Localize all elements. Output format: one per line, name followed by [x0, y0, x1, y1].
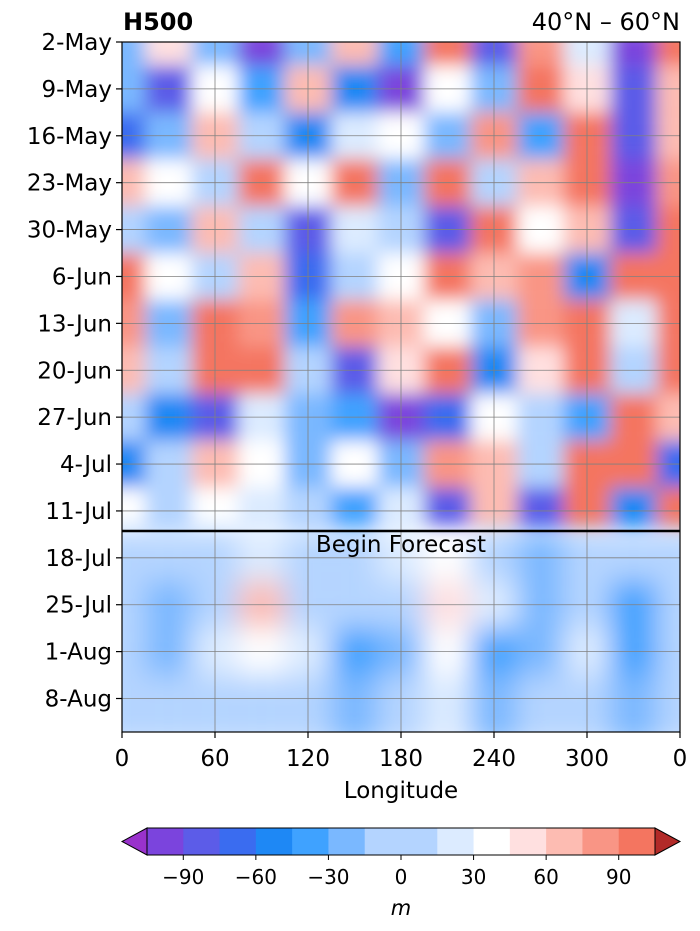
anomaly-cell: [145, 675, 192, 732]
anomaly-cell: [238, 42, 285, 66]
y-tick-label: 1-Aug: [45, 640, 112, 666]
y-tick-label: 2-May: [42, 30, 112, 56]
colorbar-segment: [364, 828, 438, 855]
colorbar-segment: [292, 828, 329, 855]
anomaly-cell: [424, 42, 471, 66]
anomaly-cell: [122, 675, 146, 732]
y-tick-label: 23-May: [27, 171, 112, 197]
y-axis: 2-May 9-May 16-May 23-May 30-May 6-Jun 13-Jun 2…: [27, 30, 122, 713]
x-tick-label: 120: [286, 746, 330, 772]
x-axis-label: Longitude: [344, 778, 458, 804]
anomaly-cell: [238, 487, 285, 532]
y-tick-label: 9-May: [42, 77, 112, 103]
anomaly-cell: [145, 487, 192, 532]
x-tick-label: 0: [115, 746, 130, 772]
colorbar-label: m: [391, 896, 411, 920]
anomaly-cell: [238, 531, 285, 582]
x-tick-label: 180: [379, 746, 423, 772]
y-tick-label: 30-May: [27, 218, 112, 244]
colorbar-segment: [219, 828, 257, 855]
y-tick-label: 13-Jun: [37, 311, 112, 337]
colorbar-segment: [582, 828, 620, 855]
forecast-annotation: Begin Forecast: [316, 532, 486, 558]
chart-title-right: 40°N – 60°N: [531, 8, 680, 36]
anomaly-cell: [656, 487, 680, 532]
colorbar-segment: [473, 828, 511, 855]
y-tick-label: 4-Jul: [60, 452, 112, 478]
colorbar-segment: [147, 828, 184, 855]
x-tick-label: 300: [565, 746, 609, 772]
colorbar-extend-min: [120, 827, 148, 856]
anomaly-cell: [517, 487, 564, 532]
y-tick-label: 27-Jun: [37, 405, 112, 431]
y-tick-label: 18-Jul: [45, 546, 112, 572]
anomaly-cell: [122, 531, 146, 582]
x-axis: 0 60 120 180 240 300 0: [115, 732, 688, 772]
x-tick-label: 0: [673, 746, 688, 772]
anomaly-cell: [331, 675, 378, 732]
y-tick-label: 25-Jul: [45, 593, 112, 619]
colorbar-segment: [328, 828, 366, 855]
anomaly-cell: [122, 42, 146, 66]
anomaly-cell: [610, 531, 657, 582]
colorbar: −90 −60 −30 0 30 60 90: [120, 827, 682, 889]
anomaly-cell: [424, 487, 471, 532]
y-tick-label: 16-May: [27, 124, 112, 150]
anomaly-cell: [656, 675, 680, 732]
anomaly-cell: [331, 531, 378, 582]
colorbar-tick-label: −90: [162, 865, 204, 889]
colorbar-tick-label: 0: [395, 865, 408, 889]
anomaly-cell: [610, 42, 657, 66]
colorbar-segment: [183, 828, 221, 855]
anomaly-cell: [145, 42, 192, 66]
anomaly-cell: [656, 531, 680, 582]
y-tick-label: 11-Jul: [45, 499, 112, 525]
y-tick-label: 8-Aug: [45, 687, 112, 713]
colorbar-segment: [437, 828, 475, 855]
colorbar-segment: [509, 828, 547, 855]
colorbar-tick-label: −60: [235, 865, 277, 889]
anomaly-cell: [656, 42, 680, 66]
colorbar-tick-label: 90: [606, 865, 631, 889]
anomaly-cell: [517, 531, 564, 582]
colorbar-segment: [255, 828, 293, 855]
anomaly-cell: [517, 675, 564, 732]
anomaly-cell: [145, 531, 192, 582]
anomaly-cell: [238, 675, 285, 732]
anomaly-cell: [122, 487, 146, 532]
x-tick-label: 60: [200, 746, 229, 772]
colorbar-tick-label: 60: [533, 865, 558, 889]
chart-title-left: H500: [123, 8, 194, 36]
x-tick-label: 240: [472, 746, 516, 772]
anomaly-cell: [610, 675, 657, 732]
anomaly-cell: [331, 42, 378, 66]
anomaly-cell: [517, 42, 564, 66]
colorbar-extend-max: [654, 827, 682, 856]
colorbar-tick-label: 30: [461, 865, 486, 889]
anomaly-cell: [610, 487, 657, 532]
colorbar-tick-label: −30: [307, 865, 349, 889]
anomaly-cell: [424, 675, 471, 732]
colorbar-segment: [546, 828, 583, 855]
y-tick-label: 6-Jun: [52, 264, 112, 290]
anomaly-cell: [424, 531, 471, 582]
anomaly-cell: [331, 487, 378, 532]
y-tick-label: 20-Jun: [37, 358, 112, 384]
colorbar-segment: [618, 828, 656, 855]
